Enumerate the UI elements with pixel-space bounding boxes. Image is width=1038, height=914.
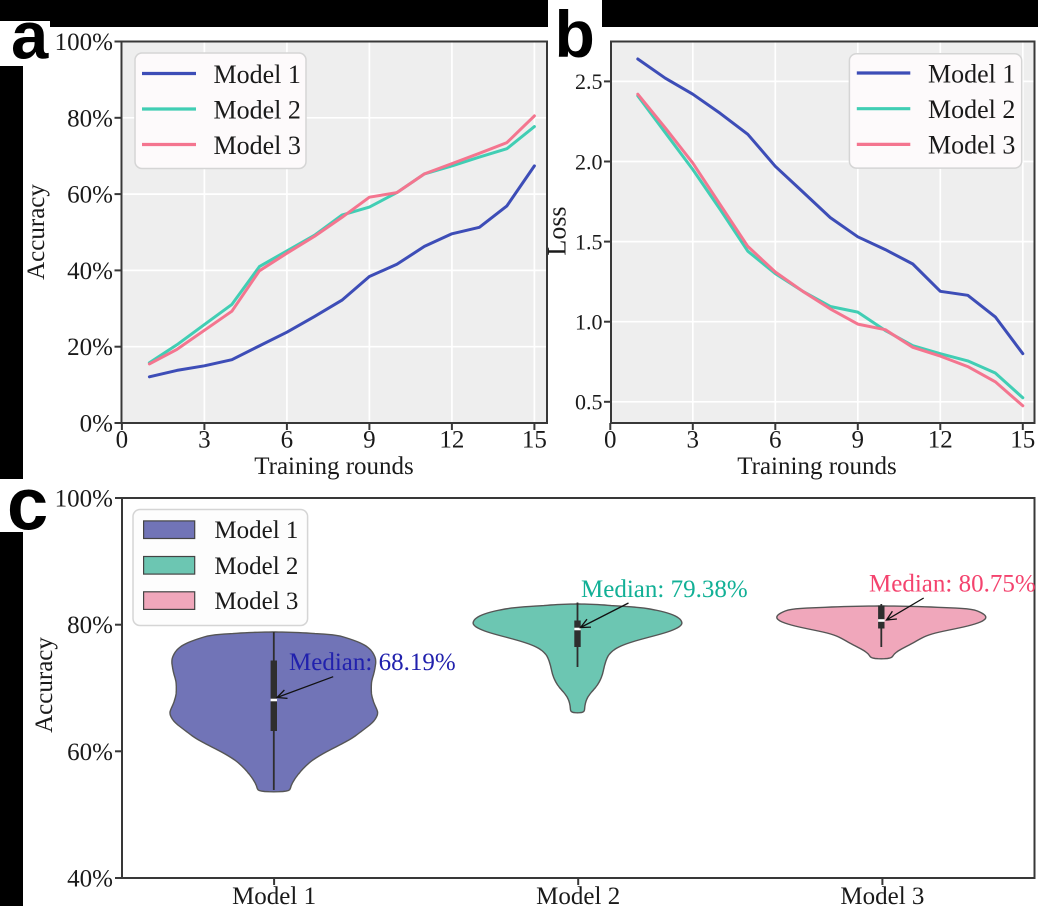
svg-text:40%: 40% [67, 866, 113, 893]
svg-text:Model 2: Model 2 [536, 883, 620, 910]
svg-text:0.5: 0.5 [575, 390, 603, 415]
svg-text:3: 3 [198, 427, 211, 454]
svg-text:a: a [11, 0, 49, 74]
svg-text:1.0: 1.0 [575, 310, 603, 335]
svg-text:0%: 0% [80, 411, 113, 438]
svg-text:80%: 80% [67, 612, 113, 639]
svg-text:15: 15 [1010, 427, 1035, 454]
svg-text:Model 3: Model 3 [214, 588, 298, 615]
svg-text:1.5: 1.5 [575, 229, 603, 254]
svg-text:12: 12 [439, 427, 464, 454]
svg-text:Model 1: Model 1 [214, 60, 301, 89]
svg-text:9: 9 [363, 427, 376, 454]
svg-text:Model 2: Model 2 [928, 95, 1015, 124]
svg-text:40%: 40% [67, 258, 113, 285]
svg-text:60%: 60% [67, 182, 113, 209]
svg-text:Model 3: Model 3 [928, 131, 1015, 160]
svg-text:Median: 68.19%: Median: 68.19% [289, 649, 456, 676]
svg-text:Training rounds: Training rounds [737, 453, 897, 480]
svg-text:0: 0 [604, 427, 617, 454]
svg-text:15: 15 [522, 427, 547, 454]
svg-text:Median: 80.75%: Median: 80.75% [869, 571, 1036, 598]
svg-text:Model 1: Model 1 [214, 517, 298, 544]
svg-text:Model 3: Model 3 [840, 883, 924, 910]
svg-text:Accuracy: Accuracy [23, 184, 50, 280]
svg-text:Model 3: Model 3 [214, 131, 301, 160]
svg-text:Loss: Loss [543, 206, 572, 255]
svg-text:Model 2: Model 2 [214, 95, 301, 124]
svg-text:0: 0 [116, 427, 129, 454]
svg-text:b: b [555, 0, 595, 71]
svg-text:Accuracy: Accuracy [31, 637, 58, 733]
svg-text:2.0: 2.0 [575, 149, 603, 174]
svg-text:80%: 80% [67, 105, 113, 132]
svg-text:2.5: 2.5 [575, 69, 603, 94]
svg-text:20%: 20% [67, 334, 113, 361]
svg-text:3: 3 [687, 427, 700, 454]
svg-text:100%: 100% [55, 486, 113, 513]
svg-text:Model 1: Model 1 [928, 59, 1015, 88]
svg-text:Median: 79.38%: Median: 79.38% [581, 576, 748, 603]
svg-text:60%: 60% [67, 739, 113, 766]
svg-text:100%: 100% [55, 29, 113, 56]
svg-text:c: c [7, 463, 48, 546]
svg-text:6: 6 [769, 427, 782, 454]
svg-text:Model 1: Model 1 [232, 883, 316, 910]
svg-text:6: 6 [281, 427, 294, 454]
svg-text:12: 12 [928, 427, 953, 454]
svg-text:9: 9 [852, 427, 865, 454]
svg-text:Training rounds: Training rounds [254, 453, 414, 480]
svg-text:Model 2: Model 2 [214, 553, 298, 580]
